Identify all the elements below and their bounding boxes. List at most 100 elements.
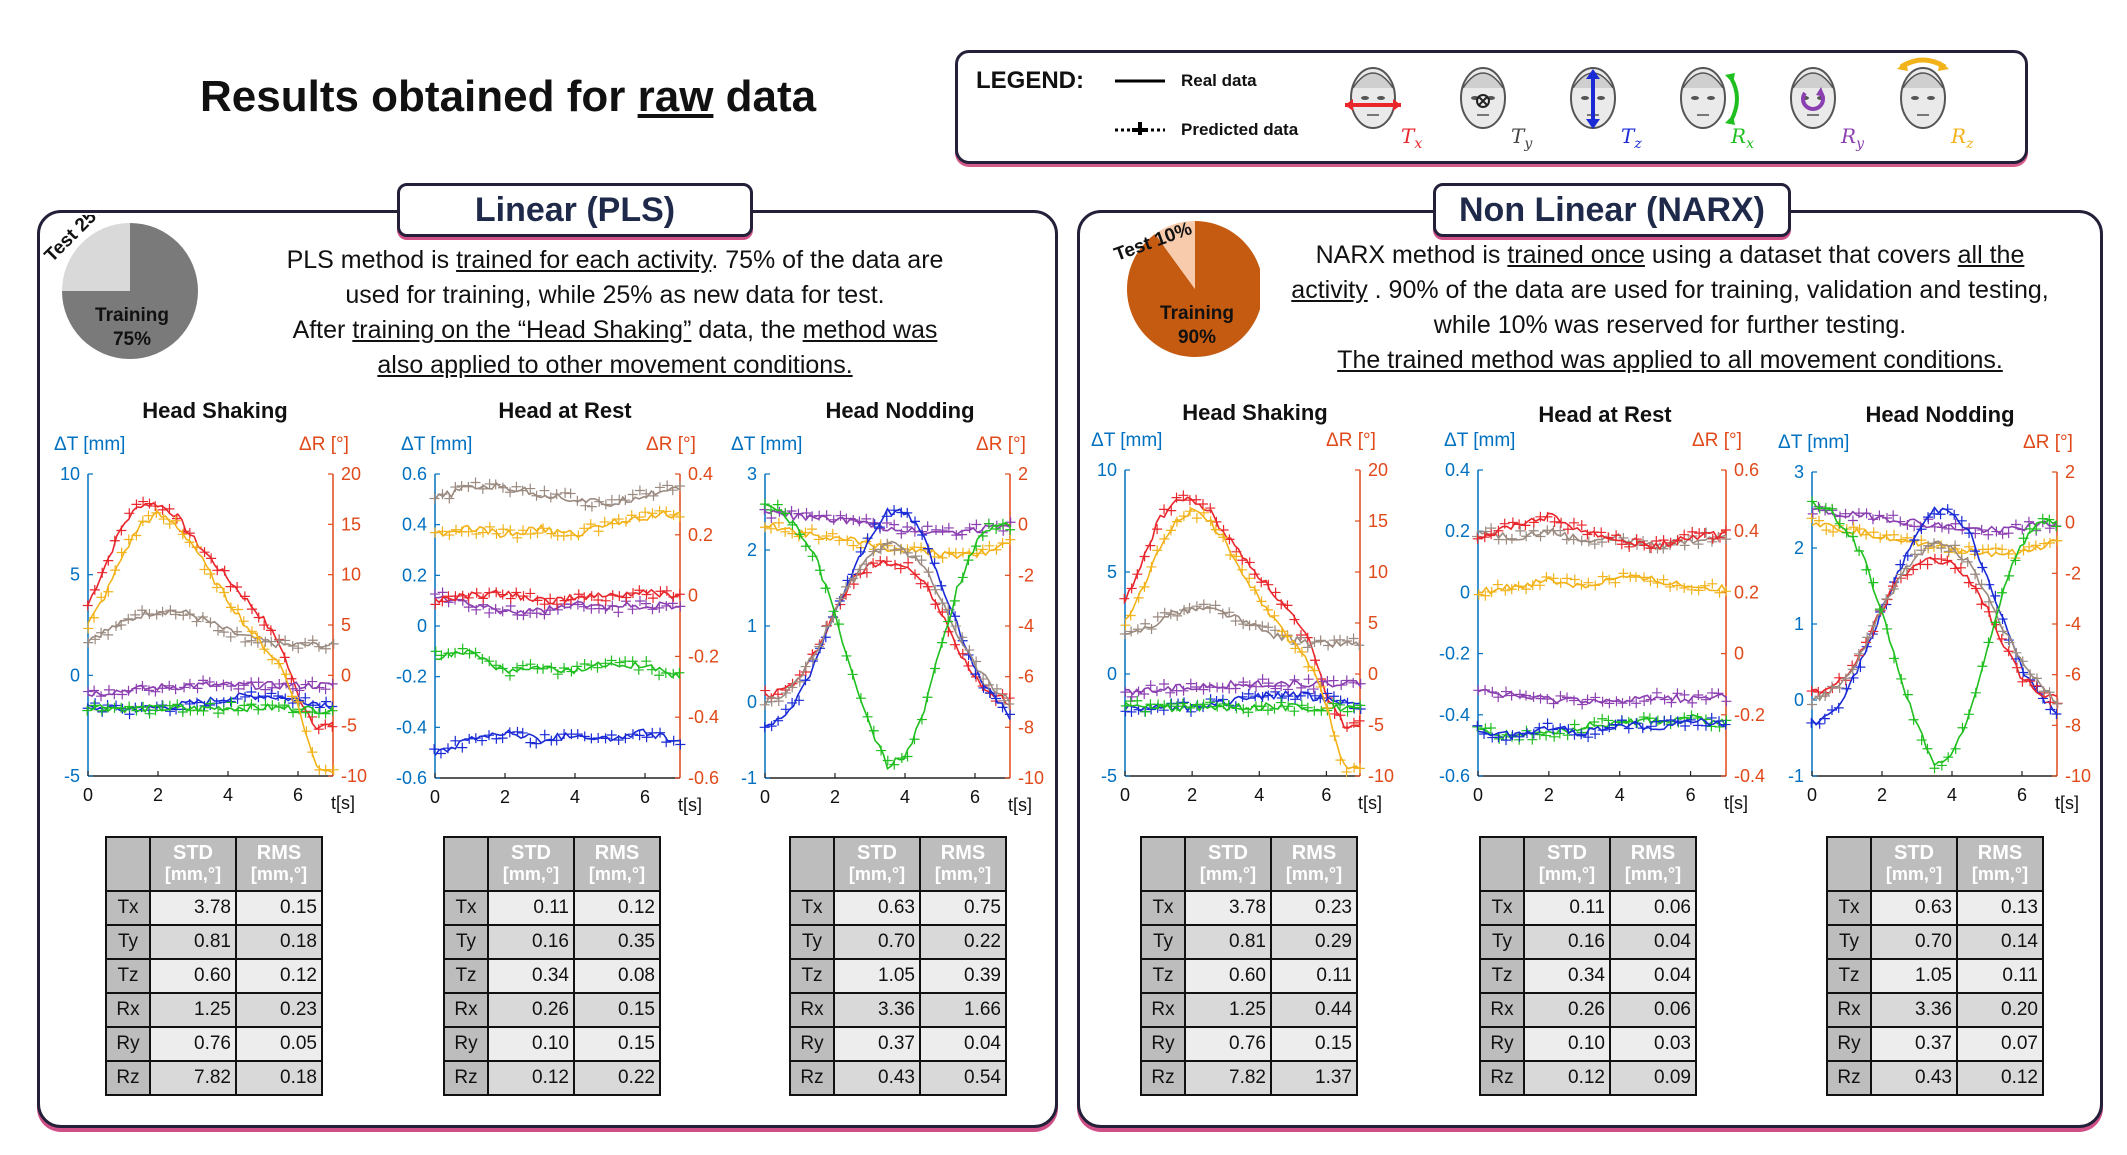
marker-ty [539,485,550,496]
marker-rx [1348,702,1359,713]
y-tick-label-right: -0.6 [688,768,719,788]
table-row: Ty 0.16 0.35 [443,924,661,960]
marker-rz [477,527,488,538]
row-label: Rz [789,1060,835,1096]
marker-rx [1868,577,1879,588]
marker-rx [2044,514,2055,525]
marker-rx [1589,717,1600,728]
marker-tx [171,513,182,524]
marker-rx [614,657,625,668]
marker-tx [1568,517,1579,528]
table-cell: 7.82 [149,1060,237,1096]
marker-tz [1290,694,1301,705]
table-cell: 0.12 [1523,1060,1611,1096]
marker-rz [463,526,474,537]
x-tick-label: 2 [1187,785,1197,805]
marker-rz [2052,535,2063,546]
y-tick-label-left: -0.2 [396,667,427,687]
marker-ry [889,519,900,530]
marker-rx [641,656,652,667]
marker-rz [293,697,304,708]
marker-ty [641,488,652,499]
underlined-text: method was [802,316,938,344]
marker-ty [225,631,236,642]
marker-rz [916,542,927,553]
marker-rx [1171,701,1182,712]
table-header: STD [mm,°] [149,836,237,892]
marker-rz [1139,581,1150,592]
marker-tx [1119,593,1130,604]
table-cell: 0.26 [1523,992,1611,1028]
marker-ry [327,678,338,689]
marker-rx [1597,713,1608,724]
marker-rz [1639,572,1650,583]
marker-rz [1125,610,1136,621]
table-cell: 0.75 [919,890,1007,926]
marker-rz [1005,534,1016,545]
marker-ry [226,681,237,692]
marker-tz [464,733,475,744]
marker-tx [232,581,243,592]
marker-tz [991,693,1002,704]
underlined-text: trained once [1507,241,1645,269]
marker-rx [1644,713,1655,724]
marker-ry [1950,518,1961,529]
table-cell: 0.76 [149,1026,237,1062]
table-cell: 0.44 [1270,992,1358,1028]
marker-rx [847,669,858,680]
table-row: Ty 0.70 0.22 [789,924,1007,960]
x-axis-label: t[s] [1724,793,1748,813]
table-row: Tx 0.11 0.12 [443,890,661,926]
marker-rz [546,528,557,539]
marker-tz [1576,729,1587,740]
marker-ty [191,616,202,627]
marker-rz [1290,643,1301,654]
marker-ty [1354,640,1365,651]
marker-tz [862,533,873,544]
marker-rz [328,764,339,775]
table-row: Rx 0.26 0.06 [1479,992,1697,1028]
marker-tx [545,593,556,604]
description-line: used for training, while 25% as new data… [215,278,1015,313]
marker-rz [1309,665,1320,676]
marker-tz [450,735,461,746]
stats-table: STD [mm,°] RMS [mm,°] Tx 3.78 0.15 Ty 0.81 0.18 Tz… [105,836,323,1096]
marker-rx [800,541,811,552]
pie-train-percent: 90% [1178,327,1216,348]
marker-ty [1840,673,1851,684]
marker-rz [1889,529,1900,540]
linear-description: PLS method is trained for each activity.… [215,243,1015,383]
table-cell: 0.81 [149,924,237,960]
table-row: Ry 0.76 0.15 [1140,1026,1358,1062]
marker-rz [1244,573,1255,584]
marker-tz [504,727,515,738]
marker-rz [821,531,832,542]
chart-title: Head Nodding [1865,402,2015,427]
marker-tx [881,556,892,567]
text: used for training, while 25% as new data… [345,281,885,309]
marker-rz [1902,532,1913,543]
marker-rx [1177,698,1188,709]
marker-tz [929,558,940,569]
marker-tx [1556,517,1567,528]
marker-rx [759,499,770,510]
marker-rz [1146,561,1157,572]
y-axis-label-left: ΔT [mm] [1778,432,1850,453]
marker-ry [896,528,907,539]
marker-ry [1133,686,1144,697]
marker-tz [1631,718,1642,729]
marker-rz [882,540,893,551]
y-tick-label-left: -5 [1101,766,1117,786]
marker-tz [1493,732,1504,743]
marker-rz [1191,513,1202,524]
marker-ty [1962,556,1973,567]
marker-tz [300,692,311,703]
marker-ry [1328,675,1339,686]
marker-rx [957,572,968,583]
marker-ty [170,609,181,620]
y-tick-label-left: 0 [1794,690,1804,710]
marker-rx [1834,518,1845,529]
marker-rx [971,541,982,552]
marker-rx [606,655,617,666]
table-cell: 1.05 [833,958,921,994]
